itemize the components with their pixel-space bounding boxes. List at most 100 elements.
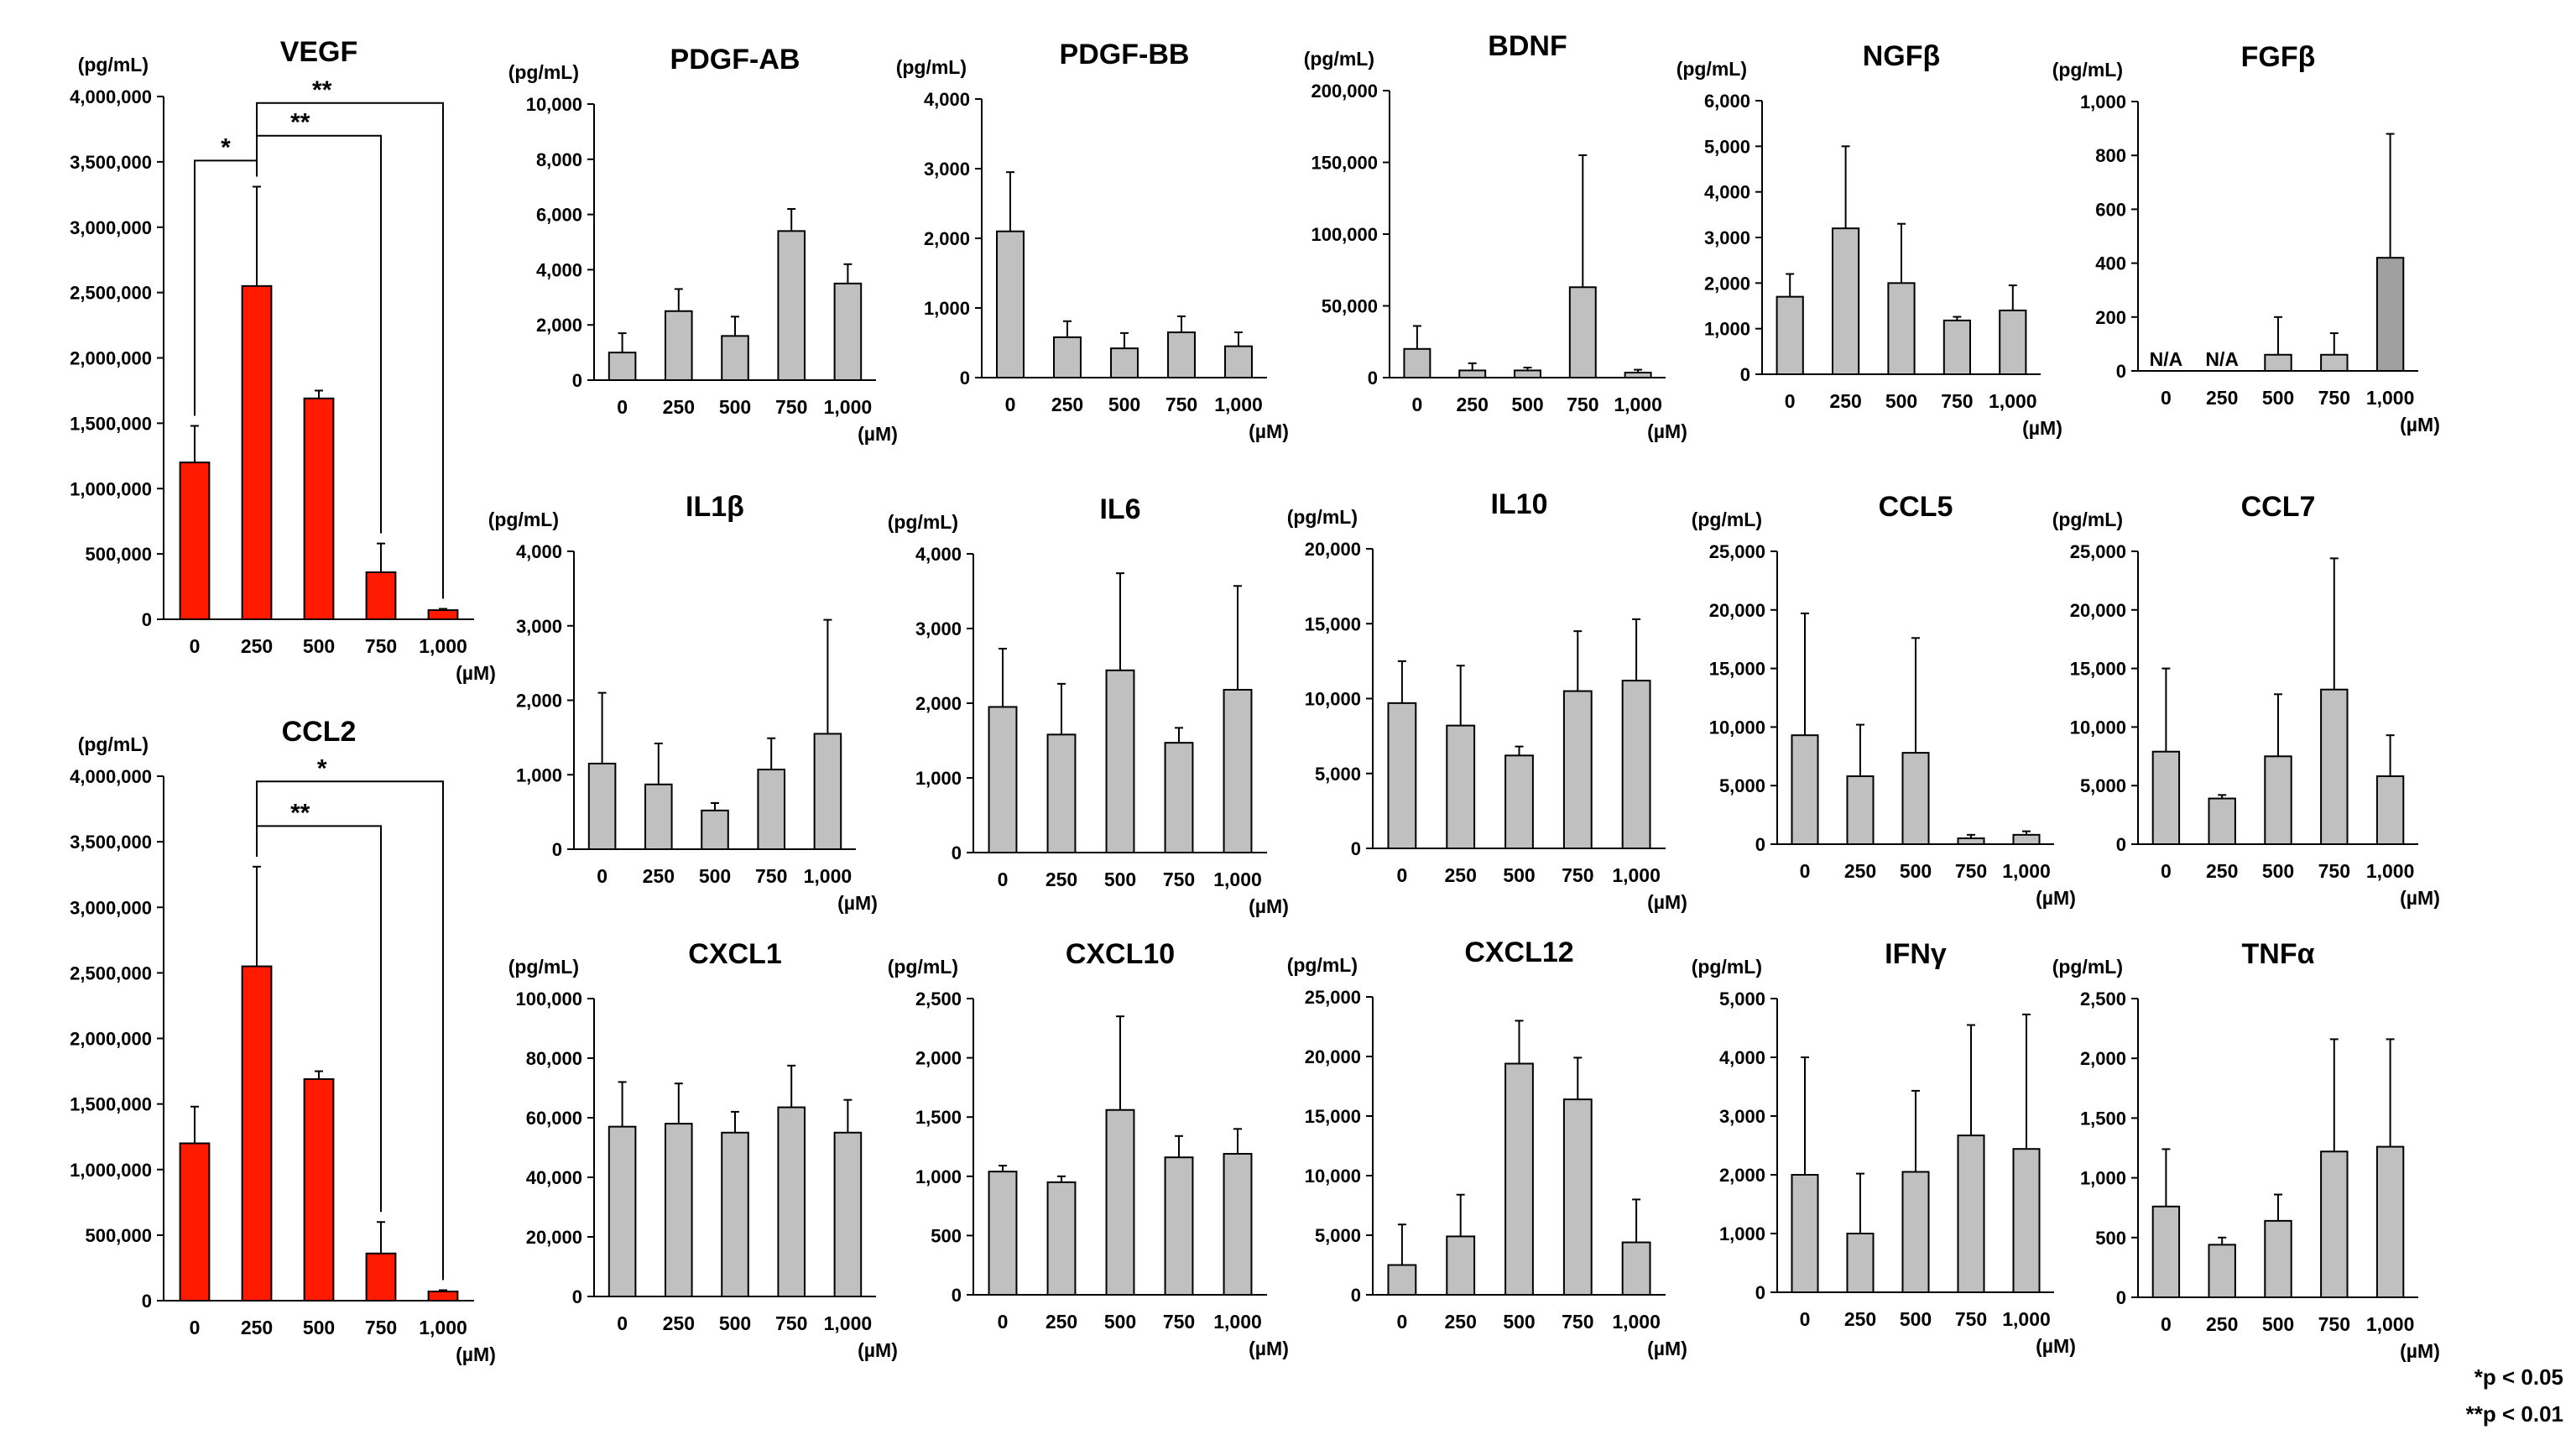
x-axis-unit-label: (µM) — [1647, 891, 1687, 913]
x-tick-label: 500 — [699, 865, 731, 887]
bar — [2320, 688, 2349, 846]
y-tick-label: 3,500,000 — [70, 832, 152, 853]
y-tick-label: 5,000 — [2080, 775, 2126, 796]
bar — [1046, 1181, 1077, 1296]
chart-title: CXCL1 — [688, 938, 781, 970]
bar — [2208, 797, 2236, 846]
x-tick-label: 500 — [2262, 1313, 2294, 1335]
y-tick-label: 25,000 — [2070, 541, 2126, 562]
bar — [365, 1252, 397, 1302]
y-tick-label: 4,000,000 — [70, 766, 152, 787]
x-axis-unit-label: (µM) — [858, 1339, 898, 1361]
bar — [179, 1142, 211, 1302]
y-tick-label: 3,000 — [1719, 1106, 1765, 1127]
x-tick-label: 1,000 — [2366, 860, 2415, 882]
x-tick-label: 1,000 — [2366, 387, 2415, 409]
y-tick-label: 2,000 — [536, 315, 582, 336]
na-label: N/A — [2205, 348, 2239, 370]
bar — [2320, 353, 2349, 372]
y-tick-label: 0 — [1755, 1282, 1765, 1303]
bar — [1105, 1109, 1135, 1296]
x-tick-label: 1,000 — [2002, 1308, 2051, 1330]
y-tick-label: 0 — [960, 368, 970, 389]
x-tick-label: 500 — [1900, 1308, 1932, 1330]
y-tick-label: 150,000 — [1311, 153, 1378, 174]
bar — [1791, 1174, 1819, 1293]
x-tick-label: 1,000 — [419, 1317, 467, 1338]
chart-panel-pdgf-bb: PDGF-BB (pg/mL) 0 1,000 2,000 3,000 4,000 0 250 5… — [896, 39, 1289, 442]
y-tick-label: 20,000 — [526, 1227, 582, 1248]
y-axis-unit-label: (pg/mL) — [78, 54, 149, 76]
bar — [1458, 369, 1487, 379]
x-tick-label: 0 — [998, 869, 1009, 890]
bar — [2012, 1148, 2041, 1293]
bar — [988, 1171, 1018, 1296]
x-axis-unit-label: (µM) — [2036, 887, 2076, 909]
bar — [1164, 1156, 1194, 1296]
chart-title: TNFα — [2242, 938, 2315, 970]
bar — [427, 609, 459, 620]
y-tick-label: 3,500,000 — [70, 152, 152, 173]
x-tick-label: 500 — [1885, 390, 1917, 412]
x-tick-label: 0 — [1005, 394, 1016, 415]
y-tick-label: 400 — [2095, 253, 2126, 274]
x-axis-unit-label: (µM) — [2022, 417, 2062, 439]
y-tick-label: 0 — [2116, 361, 2126, 382]
y-tick-label: 3,000,000 — [70, 217, 152, 238]
y-tick-label: 500,000 — [85, 544, 152, 565]
y-axis-unit-label: (pg/mL) — [488, 509, 559, 530]
y-tick-label: 15,000 — [1305, 613, 1361, 634]
y-tick-label: 0 — [572, 370, 582, 391]
y-axis-unit-label: (pg/mL) — [1692, 956, 1762, 978]
y-tick-label: 2,500 — [2080, 989, 2126, 1009]
chart-panel-cxcl12: CXCL12 (pg/mL) 0 5,000 10,000 15,000 20,000 25,… — [1287, 936, 1687, 1359]
y-axis-unit-label: (pg/mL) — [1692, 509, 1762, 530]
y-tick-label: 1,000 — [2080, 91, 2126, 112]
y-tick-label: 1,500,000 — [70, 1094, 152, 1115]
x-tick-label: 500 — [303, 1317, 335, 1338]
y-tick-label: 20,000 — [1305, 1046, 1361, 1067]
bar — [1224, 345, 1253, 378]
chart-title: CCL5 — [1879, 491, 1953, 523]
y-tick-label: 2,000 — [516, 691, 562, 712]
bar — [757, 769, 785, 850]
y-tick-label: 0 — [572, 1286, 582, 1307]
y-tick-label: 20,000 — [2070, 600, 2126, 621]
bar — [2151, 750, 2181, 845]
x-tick-label: 250 — [1445, 1311, 1477, 1333]
y-tick-label: 10,000 — [1305, 689, 1361, 710]
chart-title: IFNγ — [1885, 938, 1947, 970]
x-tick-label: 250 — [1844, 1308, 1876, 1330]
legend-p01: **p < 0.01 — [2466, 1401, 2563, 1427]
y-tick-label: 0 — [1755, 834, 1765, 855]
x-tick-label: 0 — [190, 635, 201, 657]
x-tick-label: 1,000 — [2002, 860, 2051, 882]
bar — [1624, 372, 1652, 379]
y-tick-label: 15,000 — [1709, 659, 1765, 680]
y-tick-label: 1,000 — [915, 1166, 962, 1187]
x-axis-unit-label: (µM) — [2400, 414, 2440, 436]
x-tick-label: 250 — [1046, 869, 1077, 890]
x-axis-unit-label: (µM) — [1249, 1338, 1289, 1359]
x-tick-label: 1,000 — [1213, 869, 1262, 890]
bar — [1901, 752, 1930, 845]
chart-panel-il6: IL6 (pg/mL) 0 1,000 2,000 3,000 4,000 0 250 500 75… — [888, 493, 1289, 917]
bar — [587, 762, 617, 850]
y-tick-label: 1,500 — [2080, 1108, 2126, 1129]
x-tick-label: 1,000 — [1989, 390, 2037, 412]
y-tick-label: 2,000 — [2080, 1048, 2126, 1069]
x-tick-label: 0 — [2161, 387, 2172, 409]
bar — [1504, 754, 1534, 850]
x-tick-label: 500 — [1104, 869, 1136, 890]
bar — [1446, 1235, 1476, 1296]
x-tick-label: 500 — [2262, 860, 2294, 882]
x-axis-unit-label: (µM) — [1249, 895, 1289, 917]
bar — [1957, 837, 1985, 846]
bar — [1942, 319, 1972, 375]
x-axis-unit-label: (µM) — [2400, 887, 2440, 909]
y-tick-label: 4,000 — [915, 544, 962, 565]
y-tick-label: 4,000 — [1704, 182, 1750, 203]
x-tick-label: 750 — [1163, 869, 1195, 890]
y-tick-label: 2,000 — [1719, 1165, 1765, 1186]
